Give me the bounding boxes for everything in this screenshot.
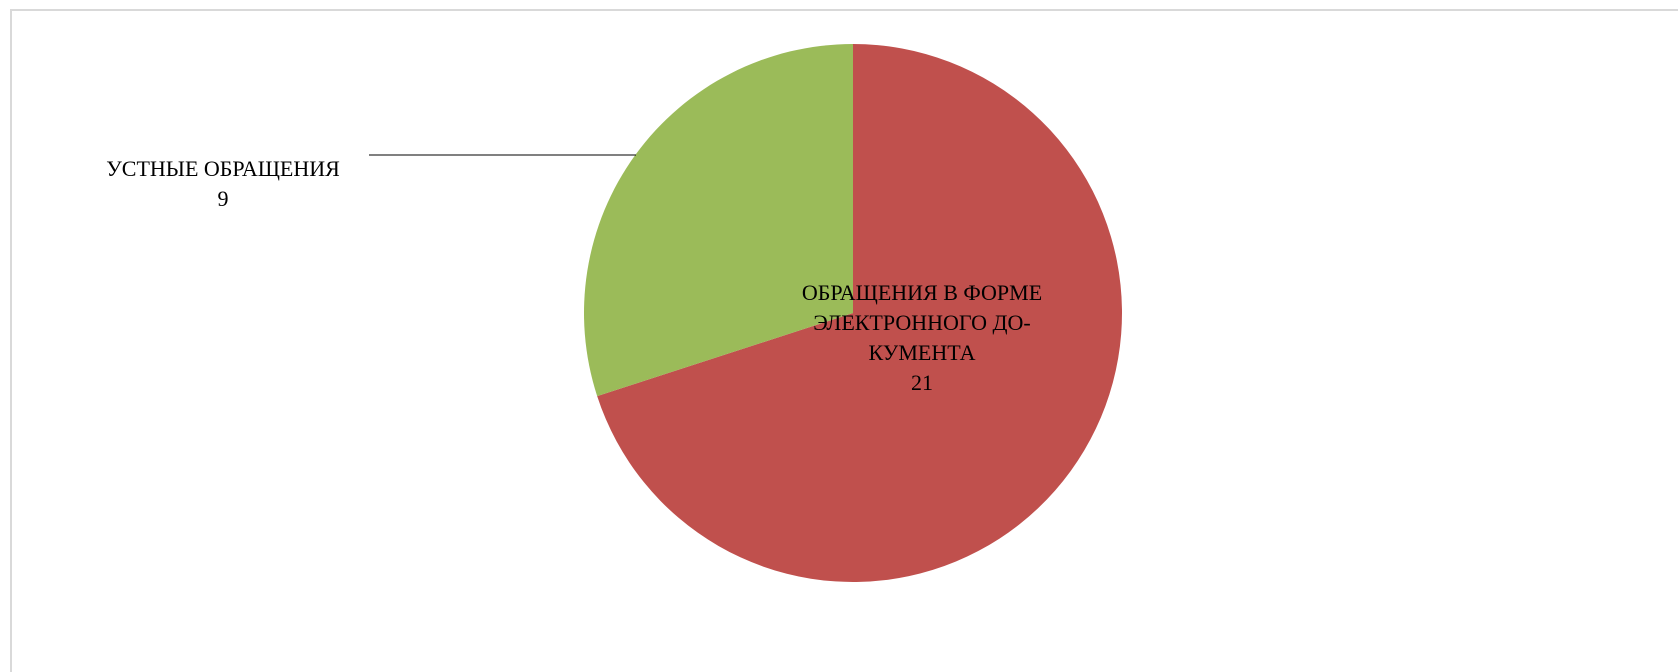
slice-labels: ОБРАЩЕНИЯ В ФОРМЕ ЭЛЕКТРОННОГО ДО- КУМЕНТА…	[106, 156, 1042, 395]
pie-slice-0	[583, 44, 853, 397]
slice-label-line-1-0: ОБРАЩЕНИЯ В ФОРМЕ	[802, 280, 1042, 305]
slice-value-label-0: 9	[218, 186, 229, 211]
pie-slices	[583, 44, 1122, 582]
slice-label-line-1-1: ЭЛЕКТРОННОГО ДО-	[813, 310, 1030, 335]
pie-slice-1	[597, 44, 1122, 582]
slice-label-line-1-2: КУМЕНТА	[869, 340, 976, 365]
slice-value-label-1: 21	[911, 370, 933, 395]
slice-label-line-0-0: УСТНЫЕ ОБРАЩЕНИЯ	[106, 156, 340, 181]
chart-frame	[10, 9, 1678, 672]
